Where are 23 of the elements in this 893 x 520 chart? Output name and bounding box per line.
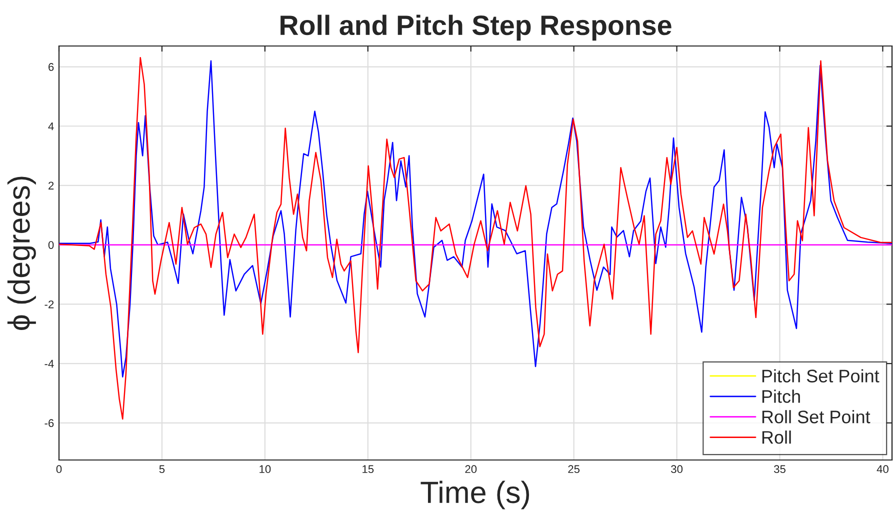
y-tick-label: 2 <box>48 182 54 190</box>
legend-label: Pitch <box>762 390 800 403</box>
y-tick-label: 0 <box>48 241 54 249</box>
x-tick-label: 10 <box>260 465 271 474</box>
y-tick-label: 4 <box>48 122 54 130</box>
y-tick-label: 6 <box>48 63 54 71</box>
legend-label: Pitch Set Point <box>762 369 880 382</box>
x-axis-title: Time (s) <box>420 480 530 510</box>
y-axis-title: ϕ (degrees) <box>7 176 36 330</box>
y-tick-label: -2 <box>44 300 54 308</box>
y-tick-label: -4 <box>44 360 54 368</box>
x-tick-label: 40 <box>876 465 888 474</box>
legend-label: Roll Set Point <box>762 410 870 424</box>
x-tick-label: 5 <box>159 465 165 474</box>
x-tick-label: 35 <box>774 465 786 474</box>
x-tick-label: 0 <box>56 465 62 474</box>
chart-title: Roll and Pitch Step Response <box>280 14 672 41</box>
x-tick-label: 30 <box>671 465 683 474</box>
x-tick-label: 20 <box>465 465 477 474</box>
x-tick-label: 25 <box>568 465 580 474</box>
y-tick-label: -6 <box>44 419 54 428</box>
x-tick-label: 15 <box>362 465 374 474</box>
legend-label: Roll <box>762 430 791 444</box>
